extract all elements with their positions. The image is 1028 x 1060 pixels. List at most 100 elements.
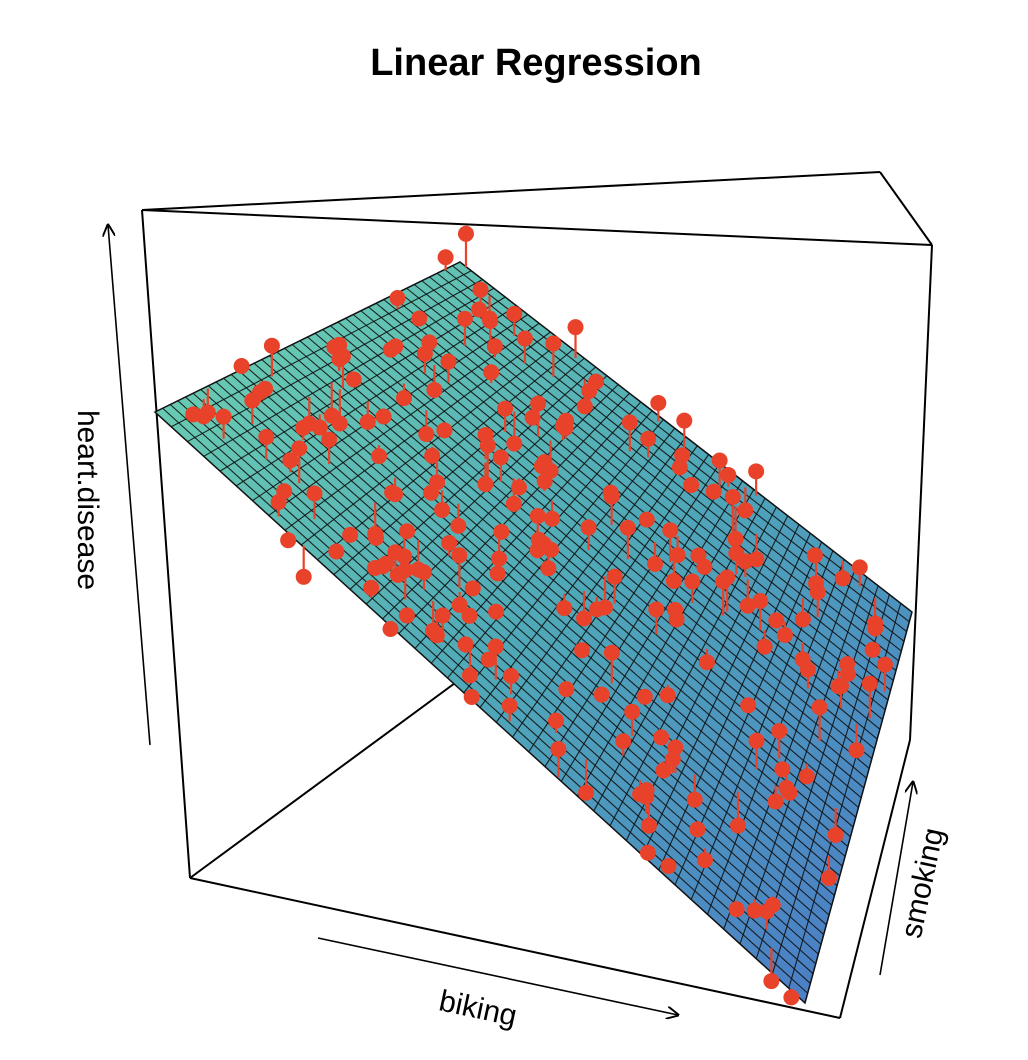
data-point (715, 573, 732, 590)
data-point (794, 651, 811, 668)
data-point (477, 476, 494, 493)
data-point (588, 601, 605, 618)
surface-mesh-line (330, 325, 867, 779)
data-point (426, 381, 443, 398)
surface-mesh-line (642, 524, 800, 856)
data-point (746, 902, 763, 919)
data-point (421, 334, 438, 351)
data-point (740, 697, 757, 714)
data-point (696, 852, 713, 869)
data-point (593, 686, 610, 703)
data-point (619, 519, 636, 536)
data-point (389, 566, 406, 583)
data-point (195, 408, 212, 425)
chart-title: Linear Regression (370, 42, 702, 84)
data-point (671, 459, 688, 476)
surface-mesh-line (337, 321, 870, 769)
data-point (861, 675, 878, 692)
data-point (806, 547, 823, 564)
data-point (665, 572, 682, 589)
data-point (669, 547, 686, 564)
data-point (638, 788, 655, 805)
data-point (650, 394, 667, 411)
data-point (536, 473, 553, 490)
data-point (636, 688, 653, 705)
data-point (763, 973, 780, 990)
data-point (711, 452, 728, 469)
data-point (505, 495, 522, 512)
data-point (556, 600, 573, 617)
surface-mesh-line (690, 550, 834, 900)
data-point (506, 435, 523, 452)
data-point (578, 784, 595, 801)
data-point (345, 371, 362, 388)
data-point (375, 408, 392, 425)
data-point (233, 357, 250, 374)
surface-mesh-line (771, 594, 890, 974)
x-axis-arrow (317, 937, 678, 1015)
regression-surface (153, 261, 913, 1005)
surface-mesh-line (479, 436, 687, 708)
data-point (834, 570, 851, 587)
data-point (371, 448, 388, 465)
data-point (544, 510, 561, 527)
data-point (464, 580, 481, 597)
data-point (389, 290, 406, 307)
data-point (331, 336, 348, 353)
data-point (676, 412, 693, 429)
data-point (839, 665, 856, 682)
data-point (794, 611, 811, 628)
data-point (418, 426, 435, 443)
data-point (655, 762, 672, 779)
data-point (638, 511, 655, 528)
surface-mesh-line (512, 454, 710, 738)
data-point (580, 519, 597, 536)
data-point (640, 430, 657, 447)
data-point (653, 729, 670, 746)
data-point (640, 817, 657, 834)
data-point (606, 568, 623, 585)
data-point (615, 733, 632, 750)
data-point (497, 400, 514, 417)
data-point (603, 488, 620, 505)
data-point (359, 413, 376, 430)
data-point (662, 522, 679, 539)
data-point (724, 488, 741, 505)
data-point (832, 678, 849, 695)
data-point (728, 901, 745, 918)
data-point (581, 382, 598, 399)
data-point (342, 526, 359, 543)
data-point (425, 622, 442, 639)
surface-mesh-line (360, 310, 878, 740)
data-point (690, 547, 707, 564)
axis-arrows (108, 225, 913, 1015)
data-point (774, 761, 791, 778)
data-point (282, 452, 299, 469)
data-point (545, 335, 562, 352)
data-point (483, 364, 500, 381)
surface-mesh-line (577, 489, 755, 797)
data-point (424, 447, 441, 464)
data-point (798, 768, 815, 785)
surface-plane (153, 261, 913, 1005)
data-point (739, 597, 756, 614)
data-point (244, 392, 261, 409)
data-point (440, 353, 457, 370)
data-point (506, 305, 523, 322)
x-axis-label: biking (436, 984, 520, 1033)
data-point (748, 551, 765, 568)
surface-mesh-line (406, 287, 894, 681)
data-point (684, 573, 701, 590)
data-point (727, 530, 744, 547)
data-point (387, 544, 404, 561)
data-point (456, 310, 473, 327)
data-point (728, 545, 745, 562)
data-point (781, 784, 798, 801)
data-point (437, 249, 454, 266)
data-point (524, 409, 541, 426)
data-point (492, 449, 509, 466)
data-point (540, 560, 557, 577)
data-point (306, 485, 323, 502)
data-point (258, 429, 275, 446)
surface-mesh-line (544, 471, 732, 767)
